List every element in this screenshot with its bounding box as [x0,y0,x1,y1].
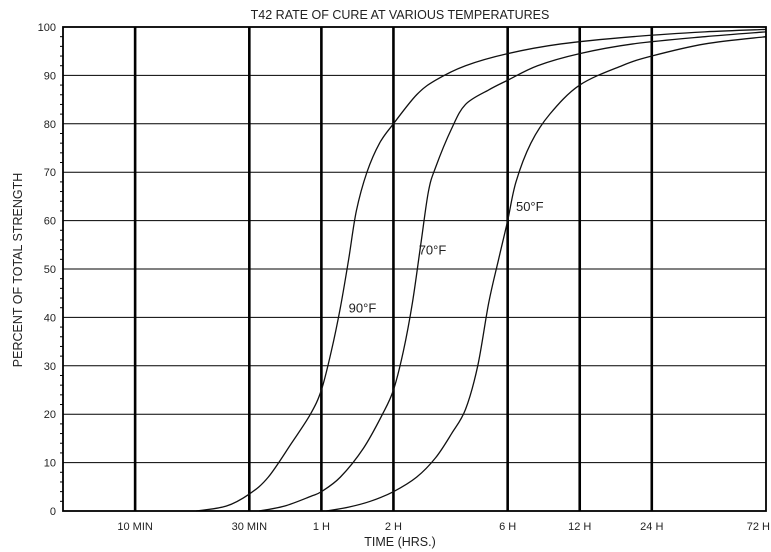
x-tick-label: 10 MIN [117,521,153,533]
x-tick-label: 1 H [313,521,330,533]
series-line [326,36,767,512]
plot-frame [62,26,767,512]
series-line [259,31,767,512]
y-tick-label: 20 [44,409,56,421]
y-tick-label: 80 [44,119,56,131]
x-tick-label: 6 H [499,521,516,533]
x-tick-label: 24 H [640,521,663,533]
y-tick-label: 70 [44,167,56,179]
grid [60,27,766,511]
x-tick-label: 2 H [385,521,402,533]
chart-title: T42 RATE OF CURE AT VARIOUS TEMPERATURES [251,8,550,22]
series-line [196,28,767,512]
y-tick-label: 90 [44,70,56,82]
y-tick-label: 10 [44,458,56,470]
y-tick-label: 40 [44,312,56,324]
y-tick-label: 50 [44,264,56,276]
y-tick-label: 60 [44,216,56,228]
tick-labels: 0 10 20 30 40 50 60 70 80 90 100 10 MIN 30 MIN 1 H 2 H… [38,22,770,533]
series-lines [196,28,767,512]
y-tick-label: 0 [50,506,56,518]
x-tick-label: 12 H [568,521,591,533]
y-tick-label: 30 [44,361,56,373]
x-axis-label: TIME (HRS.) [364,535,436,549]
series-label: 50°F [516,199,544,214]
series-labels: 90°F 70°F 50°F [349,199,544,316]
series-label: 90°F [349,301,377,316]
y-axis-label: PERCENT OF TOTAL STRENGTH [11,173,25,367]
y-tick-label: 100 [38,22,56,34]
x-tick-label: 72 H [747,521,770,533]
x-tick-label: 30 MIN [232,521,268,533]
series-label: 70°F [419,242,447,257]
